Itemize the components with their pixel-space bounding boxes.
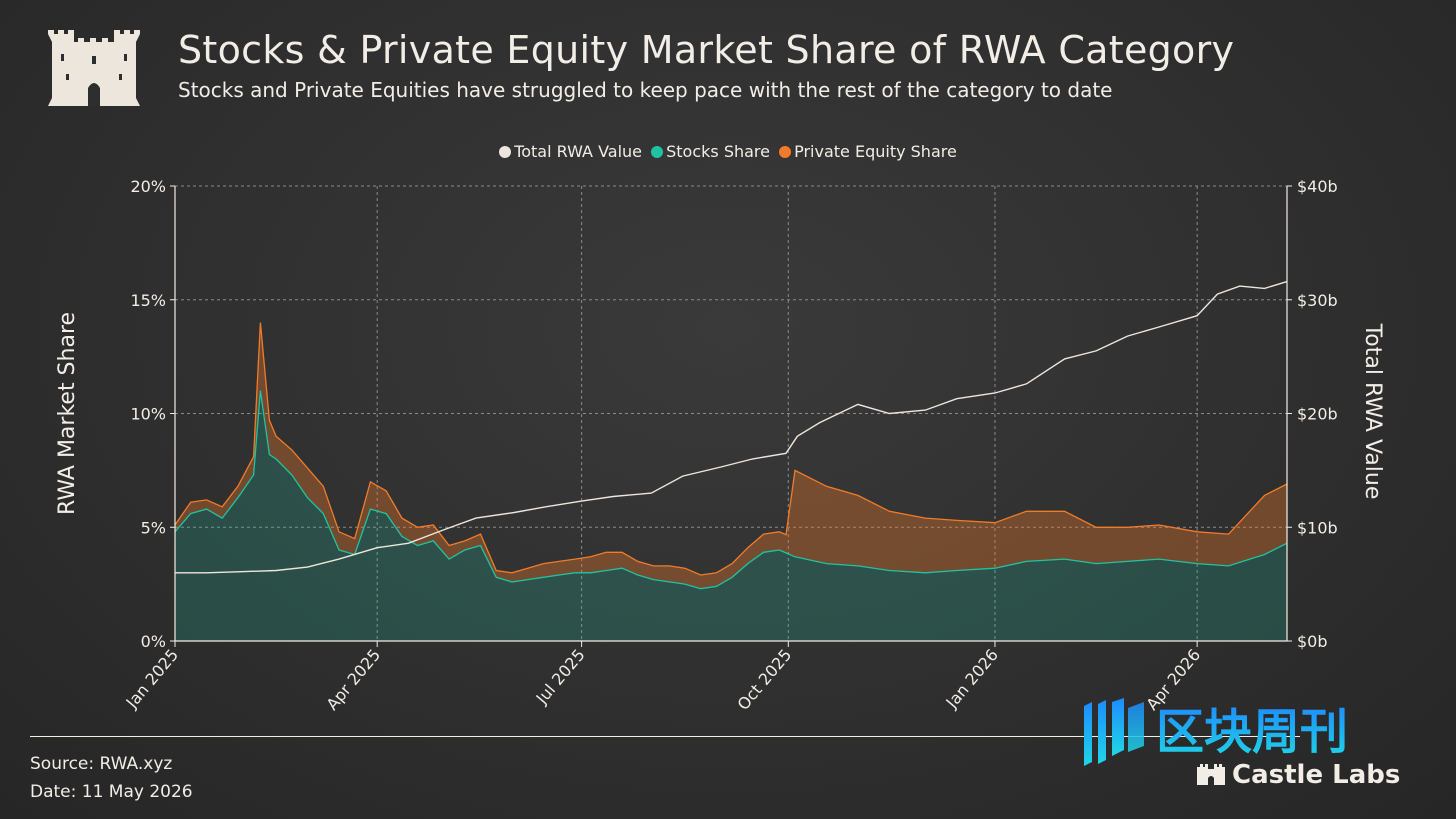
y-tick-label: 10% [130, 405, 166, 424]
y2-tick-label: $40b [1297, 177, 1338, 196]
watermark-logo: 区块周刊 [1084, 698, 1348, 766]
private-equity-line [174, 322, 1288, 576]
chart-title: Stocks & Private Equity Market Share of … [178, 28, 1235, 72]
legend-dot-stocks [651, 146, 664, 158]
legend-item-private-equity: Private Equity Share [779, 142, 957, 161]
y2-tick-label: $30b [1297, 291, 1338, 310]
y2-tick-label: $10b [1297, 518, 1338, 537]
y2-tick-label: $0b [1297, 632, 1328, 651]
y-tick-label: 15% [130, 291, 166, 310]
brand-name-text: Castle Labs [1232, 760, 1401, 790]
y2-axis-title: Total RWA Value [1360, 323, 1385, 500]
castle-logo-icon [48, 30, 140, 106]
legend-label-private-equity: Private Equity Share [794, 142, 957, 161]
footer-divider [30, 736, 1300, 737]
x-tick-label: Apr 2025 [322, 645, 384, 714]
legend-dot-private-equity [779, 146, 792, 158]
legend-item-total-rwa: Total RWA Value [499, 142, 642, 161]
watermark-bars-icon [1084, 698, 1144, 766]
y-tick-label: 20% [130, 177, 166, 196]
private-equity-area [175, 322, 1287, 589]
x-tick-label: Oct 2025 [734, 645, 796, 713]
total-rwa-line [175, 280, 1288, 574]
y2-tick-label: $20b [1297, 405, 1338, 424]
y-tick-label: 0% [141, 632, 166, 651]
stocks-line [174, 390, 1288, 590]
legend-item-stocks: Stocks Share [651, 142, 770, 161]
y-axis-title: RWA Market Share [55, 312, 80, 515]
legend-label-total-rwa: Total RWA Value [514, 142, 643, 161]
legend: Total RWA Value Stocks Share Private Equ… [0, 142, 1456, 161]
watermark-text: 区块周刊 [1156, 704, 1348, 760]
legend-dot-total-rwa [499, 146, 512, 158]
date-text: Date: 11 May 2026 [30, 782, 193, 802]
y-tick-label: 5% [141, 518, 166, 537]
source-text: Source: RWA.xyz [30, 754, 173, 774]
x-tick-label: Jul 2025 [532, 645, 589, 708]
legend-label-stocks: Stocks Share [666, 142, 770, 161]
chart-subtitle: Stocks and Private Equities have struggl… [178, 78, 1113, 102]
brand-castle-icon [1197, 764, 1225, 785]
brand-name: Castle Labs [1196, 760, 1400, 790]
x-tick-label: Jan 2026 [942, 645, 1002, 712]
stocks-area [175, 390, 1287, 641]
x-tick-label: Jan 2025 [122, 645, 182, 712]
